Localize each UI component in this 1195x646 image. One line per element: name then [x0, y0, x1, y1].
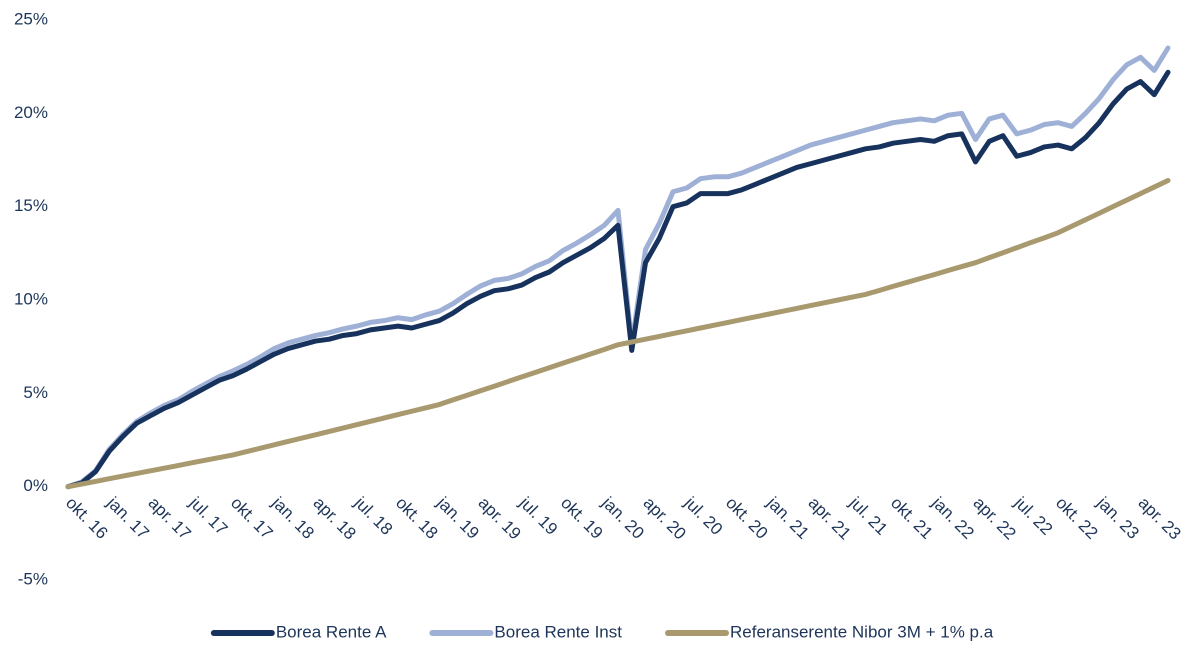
x-tick-label: okt. 22: [1052, 493, 1102, 543]
y-tick-label: 10%: [14, 289, 48, 308]
x-tick-label: apr. 20: [640, 493, 690, 543]
series-line: [65, 178, 1171, 490]
legend-item: Borea Rente Inst: [429, 622, 622, 641]
x-tick-label: apr. 17: [145, 493, 195, 543]
x-tick-label: jan. 20: [598, 493, 648, 543]
x-tick-label: apr. 23: [1135, 493, 1185, 543]
y-tick-label: -5%: [18, 569, 48, 588]
x-tick-label: jan. 21: [763, 493, 813, 543]
x-tick-label: jan. 23: [1093, 493, 1143, 543]
x-tick-label: okt. 16: [62, 493, 112, 543]
y-tick-label: 20%: [14, 103, 48, 122]
x-tick-label: okt. 20: [722, 493, 772, 543]
y-tick-label: 5%: [23, 383, 48, 402]
x-tick-label: jan. 18: [268, 493, 318, 543]
y-tick-label: 15%: [14, 196, 48, 215]
y-tick-label: 0%: [23, 476, 48, 495]
x-tick-label: apr. 22: [970, 493, 1020, 543]
x-tick-label: okt. 19: [557, 493, 607, 543]
legend-item: Referanserente Nibor 3M + 1% p.a: [664, 622, 994, 641]
x-tick-label: apr. 19: [475, 493, 525, 543]
y-tick-label: 25%: [14, 9, 48, 28]
x-tick-label: okt. 21: [887, 493, 937, 543]
legend-item: Borea Rente A: [210, 622, 387, 641]
x-tick-label: apr. 18: [310, 493, 360, 543]
x-tick-label: okt. 17: [227, 493, 277, 543]
x-tick-label: okt. 18: [392, 493, 442, 543]
legend-label: Borea Rente Inst: [494, 622, 622, 641]
legend: Borea Rente A Borea Rente Inst Referansere…: [210, 622, 994, 641]
series-line: [65, 45, 1171, 490]
series-line: [65, 69, 1171, 490]
x-tick-label: jan. 22: [928, 493, 978, 543]
x-tick-label: jan. 19: [433, 493, 483, 543]
legend-label: Referanserente Nibor 3M + 1% p.a: [730, 622, 994, 641]
x-tick-label: apr. 21: [805, 493, 855, 543]
x-tick-label: jan. 17: [103, 493, 153, 543]
legend-label: Borea Rente A: [276, 622, 387, 641]
